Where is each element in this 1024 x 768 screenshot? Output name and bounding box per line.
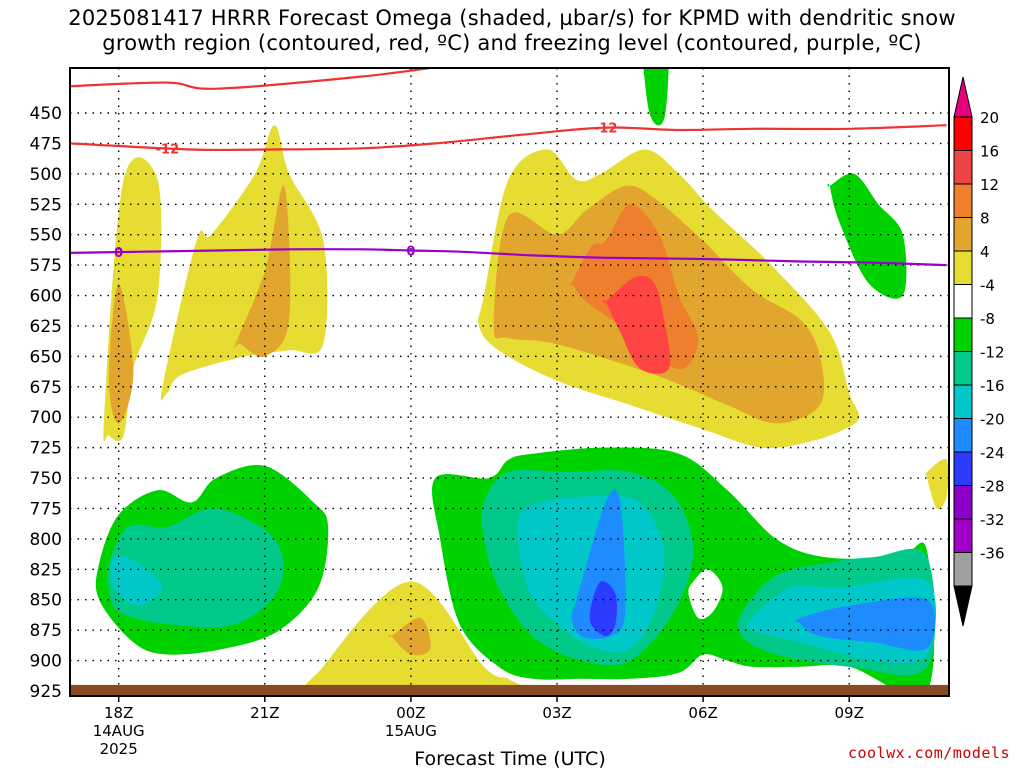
x-tick-date-00Z: 15AUG: [385, 722, 437, 740]
y-tick-label-925: 925: [30, 682, 62, 702]
colorbar-swatch-1: [953, 150, 973, 185]
colorbar-label-0: 20: [980, 109, 999, 127]
colorbar-arrow-top: [953, 76, 973, 118]
omega-shading: [95, 68, 949, 696]
y-tick-label-550: 550: [30, 226, 62, 246]
colorbar-label-2: 12: [980, 176, 999, 194]
colorbar-label-9: -20: [980, 411, 1005, 429]
y-tick-label-800: 800: [30, 530, 62, 550]
omega-region-4-8: [925, 459, 949, 510]
colorbar-swatch-0: [953, 116, 973, 151]
y-tick-label-875: 875: [30, 621, 62, 641]
omega-region--16-23: [796, 597, 936, 651]
colorbar-label-1: 16: [980, 143, 999, 161]
omega-hole-0: [688, 569, 723, 620]
ground-strip: [71, 684, 948, 696]
x-tick-date-18Z: 14AUG: [93, 722, 145, 740]
contour-line-0: [70, 68, 439, 90]
x-axis-label: Forecast Time (UTC): [414, 748, 605, 768]
colorbar: 20 16 12 8 4 -4 -8 -12 -16 -20 -24 -28 -32 -36: [953, 76, 1005, 627]
plot-frame: [69, 67, 950, 697]
colorbar-label-8: -16: [980, 377, 1005, 395]
y-tick-label-525: 525: [30, 195, 62, 215]
colorbar-swatch-6: [953, 317, 973, 352]
colorbar-arrow-bottom: [953, 585, 973, 627]
chart-title-line1: 2025081417 HRRR Forecast Omega (shaded, …: [68, 6, 956, 30]
colorbar-swatch-9: [953, 418, 973, 453]
colorbar-swatch-2: [953, 183, 973, 218]
y-tick-label-675: 675: [30, 378, 62, 398]
colorbar-label-5: -4: [980, 277, 995, 295]
x-tick-label-00Z: 00Z: [396, 704, 425, 722]
colorbar-swatch-11: [953, 485, 973, 520]
contour-label-2-1: 0: [406, 245, 415, 260]
contour-line-2: [70, 248, 947, 267]
y-tick-label-650: 650: [30, 347, 62, 367]
y-tick-label-450: 450: [30, 104, 62, 124]
omega-region--12-15: [110, 555, 163, 606]
x-tick-label-09Z: 09Z: [835, 704, 864, 722]
omega-region-16-7: [602, 275, 671, 374]
x-tick-label-21Z: 21Z: [250, 704, 279, 722]
colorbar-label-3: 8: [980, 210, 990, 228]
credit-text: coolwx.com/models: [847, 744, 1010, 762]
colorbar-swatch-12: [953, 518, 973, 553]
x-tick-label-18Z: 18Z: [104, 704, 133, 722]
omega-region-8-10: [388, 617, 431, 656]
y-tick-label-625: 625: [30, 317, 62, 337]
x-tick-label-06Z: 06Z: [688, 704, 717, 722]
y-tick-label-700: 700: [30, 408, 62, 428]
y-tick-label-750: 750: [30, 469, 62, 489]
colorbar-label-13: -36: [980, 545, 1005, 563]
omega-region-8-1: [108, 283, 134, 424]
contour-label-1-0: -12: [156, 142, 180, 157]
colorbar-label-6: -8: [980, 310, 995, 328]
y-tick-label-725: 725: [30, 439, 62, 459]
y-tick-label-475: 475: [30, 134, 62, 154]
chart-title: 2025081417 HRRR Forecast Omega (shaded, …: [0, 6, 1024, 56]
colorbar-swatch-5: [953, 284, 973, 319]
colorbar-swatch-10: [953, 451, 973, 486]
omega-region-8-3: [233, 185, 291, 358]
colorbar-swatch-8: [953, 384, 973, 419]
colorbar-swatch-13: [953, 552, 973, 587]
y-tick-label-825: 825: [30, 560, 62, 580]
omega-region--20-20: [589, 581, 617, 637]
x-tick-label-03Z: 03Z: [542, 704, 571, 722]
y-tick-label-850: 850: [30, 591, 62, 611]
colorbar-label-11: -28: [980, 478, 1005, 496]
y-tick-label-500: 500: [30, 165, 62, 185]
contour-label-1-1: -12: [594, 122, 618, 137]
contour-label-2-0: 0: [114, 246, 123, 261]
colorbar-swatch-4: [953, 250, 973, 285]
y-tick-label-575: 575: [30, 256, 62, 276]
colorbar-label-10: -24: [980, 444, 1005, 462]
colorbar-label-7: -12: [980, 344, 1005, 362]
omega-region--4-11: [643, 68, 669, 126]
y-tick-label-900: 900: [30, 652, 62, 672]
colorbar-label-4: 4: [980, 243, 990, 261]
omega-region--4-12: [827, 173, 907, 299]
colorbar-swatch-3: [953, 217, 973, 252]
ground-rect: [71, 684, 948, 696]
y-tick-label-775: 775: [30, 499, 62, 519]
temperature-contours: -12 -12 0 0: [70, 68, 947, 267]
y-axis: 450 475 500 525 550 575 600 625 650 675 700 725 750 7…: [30, 104, 62, 702]
colorbar-swatch-7: [953, 351, 973, 386]
colorbar-label-12: -32: [980, 511, 1005, 529]
contour-line-1: [70, 124, 947, 152]
x-tick-year-18Z: 2025: [100, 740, 138, 758]
chart-title-line2: growth region (contoured, red, ºC) and f…: [102, 31, 922, 55]
y-tick-label-600: 600: [30, 287, 62, 307]
